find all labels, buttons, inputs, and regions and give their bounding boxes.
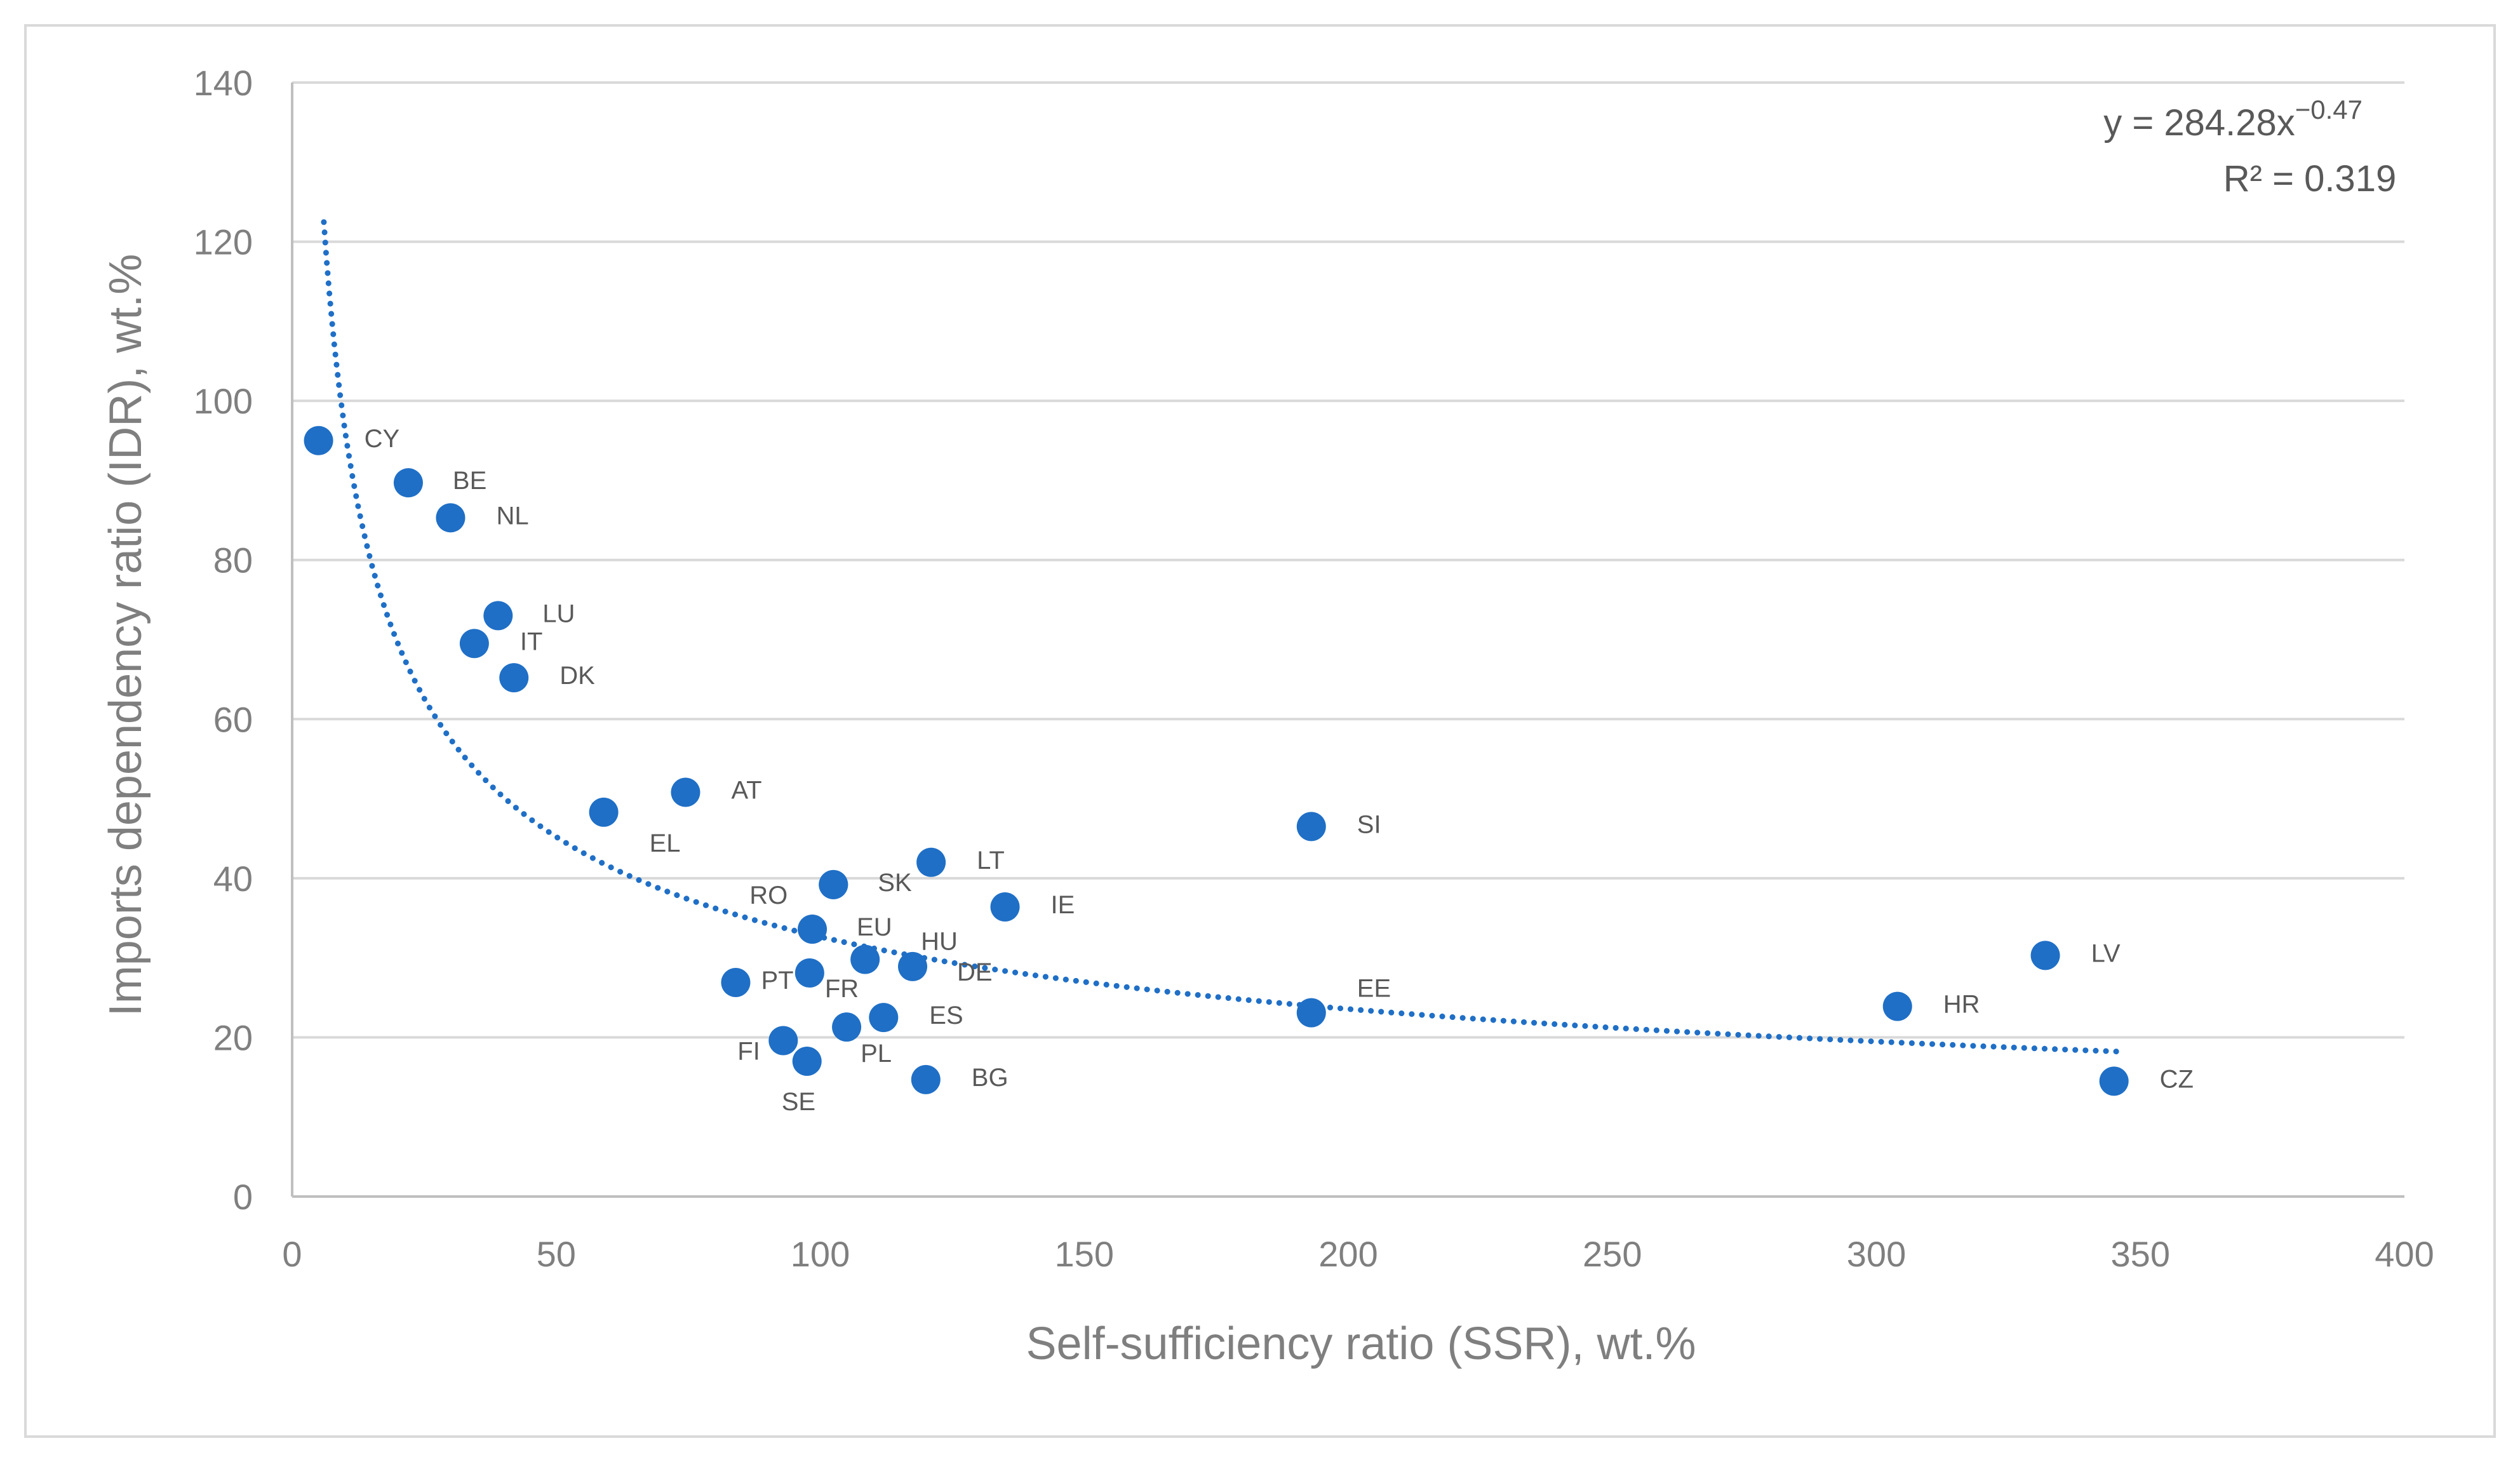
trendline — [321, 219, 2122, 1055]
point-label-hr: HR — [1943, 991, 1980, 1019]
x-tick-label: 250 — [1583, 1234, 1642, 1274]
point-label-bg: BG — [972, 1064, 1009, 1092]
x-tick-label: 50 — [537, 1234, 576, 1274]
data-point-cz — [2099, 1066, 2129, 1096]
equation-exponent: −0.47 — [2295, 95, 2362, 124]
data-point-at — [671, 777, 700, 807]
point-label-si: SI — [1357, 810, 1381, 838]
x-tick-label: 100 — [791, 1234, 850, 1274]
axes: 0 20 40 60 80 100 120 140 0 50 100 150 200 250 300 350 4… — [194, 63, 2434, 1274]
point-label-fr: FR — [825, 975, 859, 1003]
y-tick-label: 60 — [213, 699, 253, 739]
data-point-se — [792, 1047, 822, 1076]
data-points — [304, 426, 2129, 1096]
point-label-nl: NL — [496, 502, 528, 530]
point-label-it: IT — [520, 627, 543, 655]
point-label-ie: IE — [1051, 891, 1075, 919]
x-tick-label: 200 — [1318, 1234, 1377, 1274]
data-point-es — [869, 1003, 899, 1033]
x-tick-label: 0 — [282, 1234, 302, 1274]
point-label-be: BE — [453, 467, 486, 495]
data-point-dk — [499, 663, 529, 693]
data-point-de — [898, 951, 928, 981]
point-label-pt: PT — [761, 967, 793, 995]
point-label-cy: CY — [365, 425, 400, 453]
point-label-pl: PL — [861, 1040, 892, 1068]
point-label-dk: DK — [560, 662, 595, 690]
data-point-hu — [850, 944, 880, 974]
data-point-si — [1296, 812, 1326, 842]
data-point-it — [459, 629, 489, 659]
data-point-ee — [1296, 998, 1326, 1028]
y-axis-title: Imports dependency ratio (IDR), wt.% — [100, 254, 151, 1016]
point-label-cz: CZ — [2160, 1065, 2194, 1093]
data-point-nl — [436, 503, 466, 533]
data-point-eu — [798, 915, 828, 944]
y-tick-label: 140 — [194, 63, 253, 103]
point-label-es: ES — [929, 1002, 963, 1029]
y-tick-label: 80 — [213, 540, 253, 580]
data-point-bg — [911, 1064, 941, 1094]
gridlines — [292, 81, 2404, 1039]
point-label-de: DE — [957, 958, 993, 986]
y-tick-label: 100 — [194, 381, 253, 421]
r-squared-label: R² = 0.319 — [2223, 158, 2396, 199]
x-tick-label: 300 — [1847, 1234, 1906, 1274]
equation-text: y = 284.28x — [2103, 102, 2295, 144]
data-point-el — [589, 797, 619, 827]
trendline-equation: y = 284.28x−0.47 — [2103, 95, 2362, 144]
data-point-fi — [768, 1026, 798, 1056]
point-label-sk: SK — [878, 869, 912, 897]
point-label-at: AT — [731, 777, 761, 805]
y-tick-label: 0 — [233, 1177, 253, 1217]
data-point-fr — [794, 958, 824, 988]
data-point-lu — [483, 601, 513, 631]
y-tick-label: 120 — [194, 222, 253, 262]
chart-area — [24, 24, 2496, 1438]
x-axis-title: Self-sufficiency ratio (SSR), wt.% — [1026, 1318, 1696, 1369]
point-label-hu: HU — [921, 928, 958, 956]
point-label-fi: FI — [737, 1037, 760, 1065]
point-label-eu: EU — [857, 913, 892, 941]
trendline-path — [321, 219, 2122, 1055]
point-label-ro: RO — [749, 882, 788, 909]
y-tick-label: 40 — [213, 859, 253, 899]
data-point-be — [393, 468, 423, 498]
data-point-lt — [916, 847, 946, 877]
data-point-pl — [832, 1012, 862, 1042]
point-label-se: SE — [782, 1088, 815, 1116]
point-label-el: EL — [650, 829, 681, 857]
point-label-lv: LV — [2091, 939, 2121, 967]
x-tick-label: 400 — [2375, 1234, 2434, 1274]
data-point-hr — [1882, 991, 1912, 1021]
x-tick-label: 350 — [2111, 1234, 2170, 1274]
point-label-lt: LT — [977, 847, 1005, 875]
data-point-sk — [819, 869, 848, 899]
data-point-pt — [721, 967, 751, 997]
y-tick-label: 20 — [213, 1017, 253, 1057]
data-point-cy — [304, 426, 333, 455]
x-tick-label: 150 — [1055, 1234, 1114, 1274]
data-point-lv — [2030, 941, 2060, 970]
point-label-lu: LU — [542, 600, 575, 627]
data-point-ie — [990, 892, 1020, 922]
point-label-ee: EE — [1357, 975, 1391, 1003]
